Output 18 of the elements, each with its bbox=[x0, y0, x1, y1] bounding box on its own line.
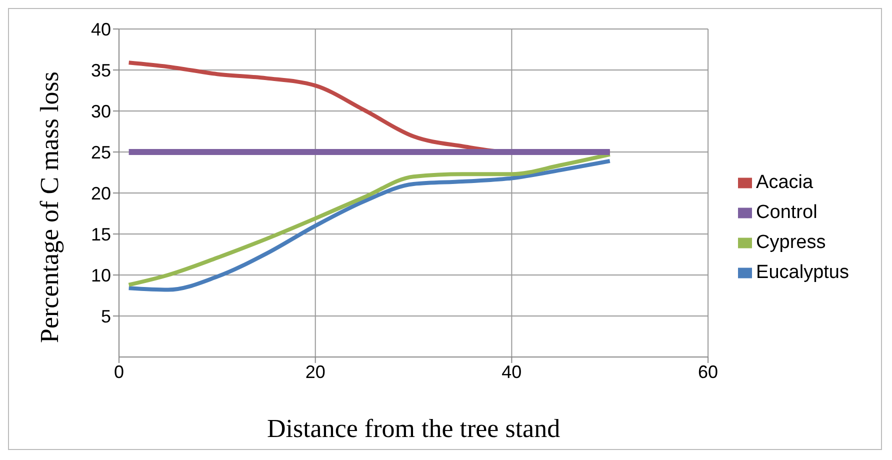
legend-label: Control bbox=[756, 202, 818, 223]
x-tick-label: 60 bbox=[698, 362, 718, 382]
y-tick-label: 30 bbox=[90, 101, 111, 122]
x-tick-label: 40 bbox=[502, 362, 522, 382]
legend-label: Eucalyptus bbox=[756, 262, 849, 283]
y-tick-label: 5 bbox=[100, 306, 111, 326]
x-axis-title: Distance from the tree stand bbox=[266, 414, 560, 443]
legend-label: Cypress bbox=[756, 232, 826, 253]
x-tick-label: 0 bbox=[114, 362, 124, 382]
y-tick-label: 10 bbox=[90, 265, 111, 286]
y-tick-label: 40 bbox=[90, 19, 111, 40]
legend-label: Acacia bbox=[756, 172, 814, 193]
y-tick-label: 35 bbox=[90, 60, 111, 80]
y-tick-label: 15 bbox=[90, 224, 111, 244]
y-axis-title: Percentage of C mass loss bbox=[35, 71, 64, 343]
x-tick-label: 20 bbox=[305, 362, 326, 382]
y-tick-label: 25 bbox=[90, 142, 111, 162]
y-tick-label: 20 bbox=[90, 183, 111, 204]
